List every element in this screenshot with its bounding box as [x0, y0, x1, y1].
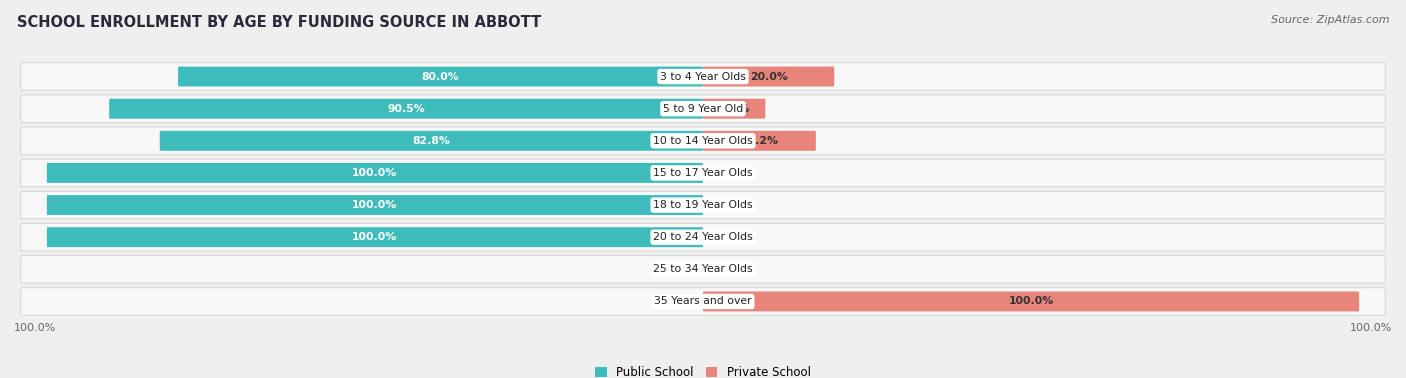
FancyBboxPatch shape [21, 95, 1385, 122]
Text: 100.0%: 100.0% [14, 323, 56, 333]
FancyBboxPatch shape [110, 99, 703, 119]
Text: 0.0%: 0.0% [716, 232, 744, 242]
Text: 18 to 19 Year Olds: 18 to 19 Year Olds [654, 200, 752, 210]
FancyBboxPatch shape [21, 159, 1385, 187]
Text: 0.0%: 0.0% [716, 168, 744, 178]
Text: 100.0%: 100.0% [1350, 323, 1392, 333]
Text: 100.0%: 100.0% [353, 168, 398, 178]
FancyBboxPatch shape [703, 99, 765, 119]
Text: 90.5%: 90.5% [387, 104, 425, 114]
Text: SCHOOL ENROLLMENT BY AGE BY FUNDING SOURCE IN ABBOTT: SCHOOL ENROLLMENT BY AGE BY FUNDING SOUR… [17, 15, 541, 30]
Text: 100.0%: 100.0% [353, 200, 398, 210]
Text: 17.2%: 17.2% [741, 136, 779, 146]
FancyBboxPatch shape [160, 131, 703, 151]
Text: 82.8%: 82.8% [412, 136, 450, 146]
Text: 9.5%: 9.5% [718, 104, 749, 114]
FancyBboxPatch shape [21, 256, 1385, 283]
Text: 35 Years and over: 35 Years and over [654, 296, 752, 307]
Text: 0.0%: 0.0% [716, 264, 744, 274]
Text: 0.0%: 0.0% [716, 200, 744, 210]
Text: 20.0%: 20.0% [749, 71, 787, 82]
FancyBboxPatch shape [703, 131, 815, 151]
FancyBboxPatch shape [703, 67, 834, 87]
Text: 0.0%: 0.0% [662, 296, 690, 307]
FancyBboxPatch shape [179, 67, 703, 87]
Text: 20 to 24 Year Olds: 20 to 24 Year Olds [654, 232, 752, 242]
FancyBboxPatch shape [21, 288, 1385, 315]
FancyBboxPatch shape [46, 227, 703, 247]
Text: 25 to 34 Year Olds: 25 to 34 Year Olds [654, 264, 752, 274]
Text: 15 to 17 Year Olds: 15 to 17 Year Olds [654, 168, 752, 178]
Text: 80.0%: 80.0% [422, 71, 460, 82]
FancyBboxPatch shape [46, 195, 703, 215]
FancyBboxPatch shape [21, 63, 1385, 90]
Text: 0.0%: 0.0% [662, 264, 690, 274]
FancyBboxPatch shape [21, 191, 1385, 219]
FancyBboxPatch shape [46, 163, 703, 183]
Text: Source: ZipAtlas.com: Source: ZipAtlas.com [1271, 15, 1389, 25]
Text: 100.0%: 100.0% [353, 232, 398, 242]
Legend: Public School, Private School: Public School, Private School [591, 361, 815, 378]
Text: 3 to 4 Year Olds: 3 to 4 Year Olds [659, 71, 747, 82]
FancyBboxPatch shape [21, 127, 1385, 155]
Text: 10 to 14 Year Olds: 10 to 14 Year Olds [654, 136, 752, 146]
Text: 100.0%: 100.0% [1008, 296, 1053, 307]
Text: 5 to 9 Year Old: 5 to 9 Year Old [662, 104, 744, 114]
FancyBboxPatch shape [703, 291, 1360, 311]
FancyBboxPatch shape [21, 223, 1385, 251]
